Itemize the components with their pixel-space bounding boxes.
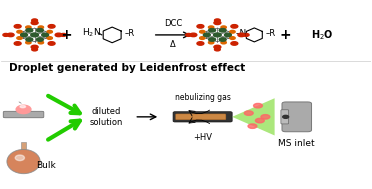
Text: diluted
solution: diluted solution (90, 107, 123, 127)
Circle shape (209, 29, 215, 32)
Circle shape (197, 42, 204, 45)
Circle shape (42, 33, 49, 37)
Circle shape (215, 48, 220, 51)
Text: +: + (60, 28, 72, 42)
Circle shape (208, 26, 214, 29)
Circle shape (224, 33, 231, 37)
Circle shape (243, 33, 249, 36)
Circle shape (36, 38, 44, 41)
Ellipse shape (16, 105, 31, 114)
Circle shape (238, 33, 245, 37)
Circle shape (17, 30, 22, 33)
Ellipse shape (20, 105, 26, 108)
Text: Droplet generated by Leidenfrost effect: Droplet generated by Leidenfrost effect (9, 64, 245, 74)
Circle shape (221, 26, 226, 29)
Ellipse shape (7, 149, 40, 174)
Circle shape (38, 41, 44, 44)
Circle shape (209, 38, 215, 41)
Circle shape (244, 111, 253, 115)
Text: nebulizing gas: nebulizing gas (175, 93, 231, 102)
Circle shape (231, 25, 238, 28)
Circle shape (31, 21, 38, 25)
Circle shape (26, 41, 31, 44)
Circle shape (231, 42, 238, 45)
Circle shape (7, 33, 14, 37)
Circle shape (48, 25, 55, 28)
Circle shape (208, 41, 214, 44)
Circle shape (230, 37, 235, 40)
Text: –N: –N (236, 29, 247, 38)
Circle shape (47, 30, 52, 33)
Circle shape (26, 26, 31, 29)
Circle shape (219, 38, 226, 41)
Circle shape (221, 41, 226, 44)
Circle shape (14, 42, 21, 45)
Circle shape (48, 42, 55, 45)
Circle shape (214, 45, 221, 49)
Circle shape (214, 21, 221, 25)
Circle shape (38, 26, 44, 29)
FancyBboxPatch shape (176, 114, 226, 120)
Circle shape (200, 30, 205, 33)
Circle shape (186, 33, 192, 36)
FancyBboxPatch shape (282, 102, 311, 132)
FancyBboxPatch shape (3, 111, 44, 118)
Circle shape (36, 29, 44, 32)
Text: –R: –R (125, 29, 135, 38)
Circle shape (197, 25, 204, 28)
Circle shape (219, 29, 226, 32)
Circle shape (203, 33, 210, 37)
Circle shape (215, 19, 220, 22)
Circle shape (3, 33, 9, 36)
Circle shape (31, 45, 38, 49)
Circle shape (200, 37, 205, 40)
Circle shape (254, 103, 262, 108)
Circle shape (214, 33, 221, 37)
Circle shape (17, 37, 22, 40)
Circle shape (26, 29, 33, 32)
Text: +: + (280, 28, 292, 42)
Text: MS inlet: MS inlet (279, 139, 315, 148)
Circle shape (31, 33, 38, 37)
Text: Δ: Δ (170, 40, 176, 50)
Text: +HV: +HV (193, 133, 212, 142)
Circle shape (256, 118, 264, 123)
Text: DCC: DCC (164, 19, 182, 28)
Circle shape (248, 124, 257, 128)
FancyBboxPatch shape (173, 112, 232, 122)
Text: H$_2$O: H$_2$O (311, 28, 334, 42)
Circle shape (32, 19, 38, 22)
Circle shape (20, 33, 28, 37)
Circle shape (55, 33, 62, 37)
Ellipse shape (15, 155, 25, 161)
Text: Bulk: Bulk (36, 161, 56, 170)
Polygon shape (232, 98, 275, 136)
Circle shape (230, 30, 235, 33)
Text: –R: –R (266, 29, 276, 38)
Circle shape (47, 37, 52, 40)
Circle shape (32, 48, 38, 51)
Circle shape (14, 25, 21, 28)
Circle shape (190, 33, 197, 37)
Circle shape (283, 115, 289, 118)
FancyBboxPatch shape (20, 142, 26, 149)
FancyBboxPatch shape (281, 110, 289, 124)
Circle shape (261, 115, 270, 119)
Circle shape (61, 33, 66, 36)
Circle shape (26, 38, 33, 41)
Text: H$_2$N: H$_2$N (82, 27, 101, 39)
